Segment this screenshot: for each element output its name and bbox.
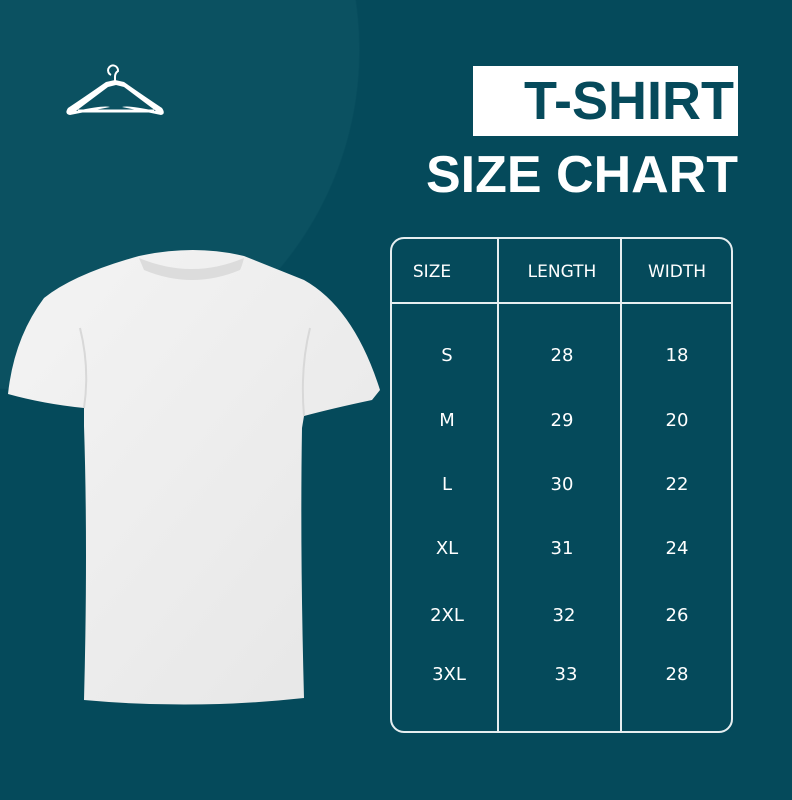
- tshirt-image: [8, 250, 380, 705]
- cell-length: 28: [550, 345, 574, 366]
- cell-length: 33: [554, 664, 578, 685]
- cell-width: 18: [665, 345, 689, 366]
- header-size: SIZE: [412, 262, 452, 282]
- size-table: SIZE LENGTH WIDTH S 28 18 M 29 20 L 30 2…: [390, 237, 733, 733]
- header-length: LENGTH: [527, 262, 597, 282]
- cell-size: 2XL: [430, 605, 464, 626]
- column-divider: [620, 239, 622, 731]
- cell-size: L: [441, 474, 453, 495]
- cell-length: 29: [550, 410, 574, 431]
- cell-size: S: [441, 345, 453, 366]
- title-tshirt: T-SHIRT: [473, 66, 738, 136]
- title-size-chart: SIZE CHART: [426, 146, 738, 204]
- cell-size: M: [439, 410, 455, 431]
- cell-width: 22: [665, 474, 689, 495]
- cell-width: 26: [665, 605, 689, 626]
- cell-length: 30: [550, 474, 574, 495]
- cell-width: 24: [665, 538, 689, 559]
- hanger-icon: [66, 64, 164, 115]
- cell-size: 3XL: [432, 664, 466, 685]
- column-divider: [497, 239, 499, 731]
- cell-size: XL: [435, 538, 459, 559]
- header-divider: [392, 302, 731, 304]
- cell-width: 20: [665, 410, 689, 431]
- cell-length: 31: [550, 538, 574, 559]
- cell-width: 28: [665, 664, 689, 685]
- cell-length: 32: [552, 605, 576, 626]
- header-width: WIDTH: [647, 262, 707, 282]
